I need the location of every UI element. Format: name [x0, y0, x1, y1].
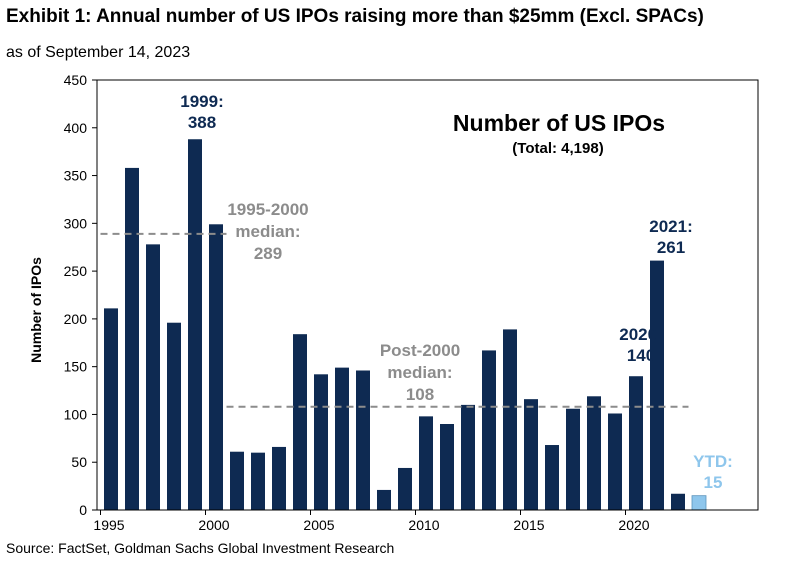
bar-2022 [671, 493, 685, 510]
y-tick-label: 150 [64, 359, 88, 375]
bar-2020 [629, 376, 643, 510]
bar-2004 [293, 334, 307, 510]
exhibit-title: Exhibit 1: Annual number of US IPOs rais… [6, 6, 704, 27]
bar-2015 [524, 399, 538, 510]
x-tick-label: 2020 [618, 517, 649, 533]
bar-2007 [356, 370, 370, 510]
annotation-2021-line-0: 2021: [649, 217, 692, 236]
y-tick-label: 50 [71, 454, 87, 470]
bar-1999 [188, 139, 202, 510]
annotation-1999-line-0: 1999: [180, 92, 223, 111]
chart-subtitle: (Total: 4,198) [512, 140, 603, 157]
x-tick-label: 2000 [198, 517, 229, 533]
y-tick-label: 100 [64, 406, 88, 422]
x-tick-label: 2010 [408, 517, 439, 533]
y-tick-label: 0 [79, 502, 87, 518]
bar-2003 [272, 446, 286, 510]
median-label-0-line-0: 1995-2000 [227, 200, 308, 219]
median-label-1-line-2: 108 [406, 385, 434, 404]
bar-ytd-2023 [691, 495, 707, 511]
bar-1998 [167, 322, 181, 510]
plot-frame [96, 79, 759, 511]
bar-1996 [125, 167, 139, 510]
y-tick-label: 200 [64, 311, 88, 327]
bar-2001 [230, 451, 244, 510]
median-label-1-line-1: median: [387, 363, 452, 382]
annotation-2020-line-1: 140 [627, 346, 655, 365]
annotation-2021-line-1: 261 [657, 238, 685, 257]
annotation-2020-line-0: 2020: [619, 325, 662, 344]
exhibit-subtitle: as of September 14, 2023 [6, 44, 191, 61]
bar-2019 [608, 413, 622, 510]
bar-2012 [461, 404, 475, 510]
bar-2021 [650, 260, 664, 510]
annotation-2023-line-0: YTD: [693, 452, 733, 471]
source-note: Source: FactSet, Goldman Sachs Global In… [6, 540, 395, 556]
bar-1997 [146, 244, 160, 510]
median-label-0-line-2: 289 [254, 244, 282, 263]
bar-2000 [209, 224, 223, 511]
bar-2011 [440, 424, 454, 510]
bar-2014 [503, 329, 517, 510]
bar-2017 [566, 408, 580, 510]
x-tick-label: 1995 [93, 517, 124, 533]
bar-1995 [104, 308, 118, 510]
y-tick-label: 300 [64, 215, 88, 231]
bar-2016 [545, 445, 559, 510]
bar-2010 [419, 416, 433, 510]
bar-2009 [398, 467, 412, 510]
y-tick-label: 350 [64, 168, 88, 184]
annotation-1999-line-1: 388 [188, 113, 216, 132]
bar-2018 [587, 396, 601, 510]
x-tick-label: 2005 [303, 517, 334, 533]
bar-2006 [335, 367, 349, 510]
bar-2013 [482, 350, 496, 510]
y-tick-label: 250 [64, 263, 88, 279]
annotation-2023-line-1: 15 [704, 473, 723, 492]
bar-2008 [377, 489, 391, 510]
y-axis-title: Number of IPOs [28, 257, 44, 363]
bar-2002 [251, 452, 265, 510]
x-tick-label: 2015 [513, 517, 544, 533]
y-tick-label: 450 [64, 72, 88, 88]
bar-2005 [314, 374, 328, 510]
median-label-0-line-1: median: [235, 222, 300, 241]
chart-title: Number of US IPOs [453, 110, 665, 136]
median-label-1-line-0: Post-2000 [380, 341, 460, 360]
y-tick-label: 400 [64, 120, 88, 136]
